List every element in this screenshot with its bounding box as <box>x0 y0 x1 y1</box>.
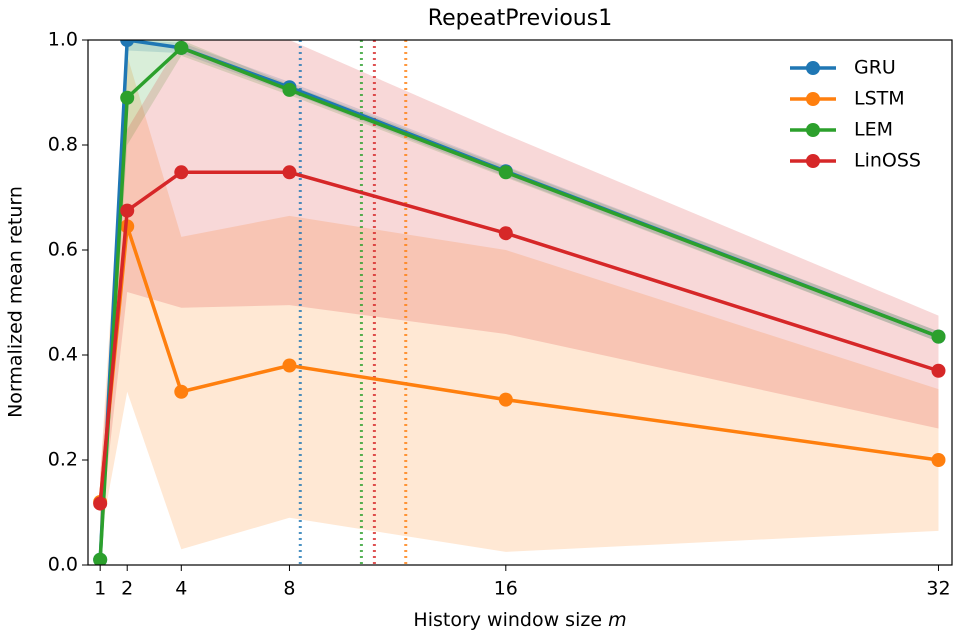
point <box>174 384 189 399</box>
point <box>174 165 189 180</box>
legend-label: LinOSS <box>854 150 921 172</box>
x-label-text: History window size <box>413 609 602 631</box>
point <box>174 40 189 55</box>
point <box>931 453 946 467</box>
chart-title: RepeatPrevious1 <box>428 6 612 31</box>
plot-area <box>93 40 946 565</box>
legend-marker <box>806 92 820 106</box>
legend-label: LSTM <box>854 88 905 110</box>
x-tick-label: 32 <box>926 578 950 600</box>
axes-frame <box>87 39 953 566</box>
point <box>498 392 513 407</box>
point <box>120 203 135 218</box>
point <box>498 165 513 180</box>
x-tick-label: 16 <box>494 578 518 600</box>
foreground: 0.0 0.2 0.4 0.6 0.8 1.0 1 2 4 8 16 32 GRU LSTM LEM LinO… <box>48 29 951 600</box>
legend-label: GRU <box>854 57 896 79</box>
x-axis-label: History window size m <box>413 609 626 631</box>
point <box>282 165 297 180</box>
x-label-var: m <box>608 609 627 631</box>
point <box>498 226 513 241</box>
point <box>282 82 297 97</box>
point <box>120 40 135 47</box>
y-tick-label: 0.2 <box>48 449 78 471</box>
confidence-band <box>100 55 939 552</box>
y-tick-label: 0.0 <box>48 554 78 576</box>
point <box>282 358 297 373</box>
x-tick-label: 4 <box>175 578 187 600</box>
y-tick-label: 0.4 <box>48 344 78 366</box>
x-tick-label: 8 <box>283 578 295 600</box>
point <box>931 363 946 378</box>
legend-label: LEM <box>854 119 893 141</box>
point <box>93 552 108 565</box>
legend-marker <box>806 61 820 75</box>
y-tick-label: 0.6 <box>48 239 78 261</box>
y-tick-label: 1.0 <box>48 29 78 51</box>
legend-marker <box>806 123 820 137</box>
series-line <box>98 170 940 504</box>
y-tick-label: 0.8 <box>48 134 78 156</box>
point <box>931 329 946 344</box>
x-tick-label: 1 <box>94 578 106 600</box>
point <box>93 496 108 511</box>
series-line <box>98 45 940 560</box>
y-axis-label: Normalized mean return <box>5 186 27 418</box>
confidence-band <box>100 40 939 534</box>
legend-marker <box>806 154 820 168</box>
point <box>120 90 135 105</box>
x-tick-label: 2 <box>121 578 133 600</box>
